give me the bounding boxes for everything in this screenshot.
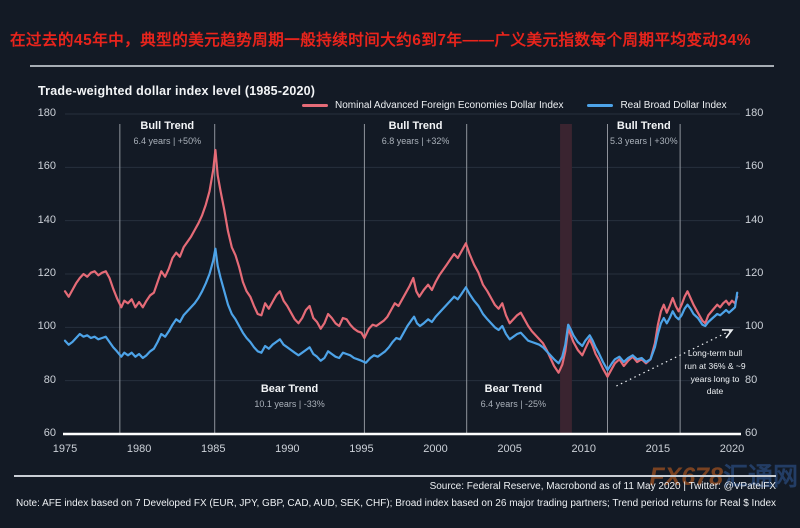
nominal-afe-line [63, 148, 739, 378]
long-term-bull-annotation: Long-term bull run at 36% & ~9 years lon… [684, 348, 746, 397]
legend-label-real: Real Broad Dollar Index [620, 100, 727, 111]
headline-cn: 在过去的45年中，典型的美元趋势周期一般持续时间大约6到7年——广义美元指数每个… [10, 32, 752, 49]
watermark-cn: 汇通网 [722, 463, 798, 491]
annotation-arrow-line [616, 329, 733, 387]
nominal-series-swatch [302, 103, 328, 108]
recession-band [560, 124, 572, 434]
source-line: Source: Federal Reserve, Macrobond as of… [429, 481, 776, 492]
watermark: FX678汇通网 [649, 457, 798, 493]
top-divider [30, 65, 774, 67]
note-line: Note: AFE index based on 7 Developed FX … [15, 498, 776, 509]
bottom-divider [14, 475, 776, 477]
watermark-fx678: FX678 [649, 463, 723, 491]
legend: Nominal Advanced Foreign Economies Dolla… [302, 100, 727, 111]
chart-title: Trade-weighted dollar index level (1985-… [38, 84, 316, 98]
legend-label-nominal: Nominal Advanced Foreign Economies Dolla… [335, 100, 564, 111]
legend-item-real: Real Broad Dollar Index [587, 100, 727, 111]
annotation-arrow-head [721, 329, 734, 339]
real-series-swatch [587, 103, 614, 108]
legend-item-nominal: Nominal Advanced Foreign Economies Dolla… [302, 100, 563, 111]
real-broad-line [63, 247, 739, 372]
